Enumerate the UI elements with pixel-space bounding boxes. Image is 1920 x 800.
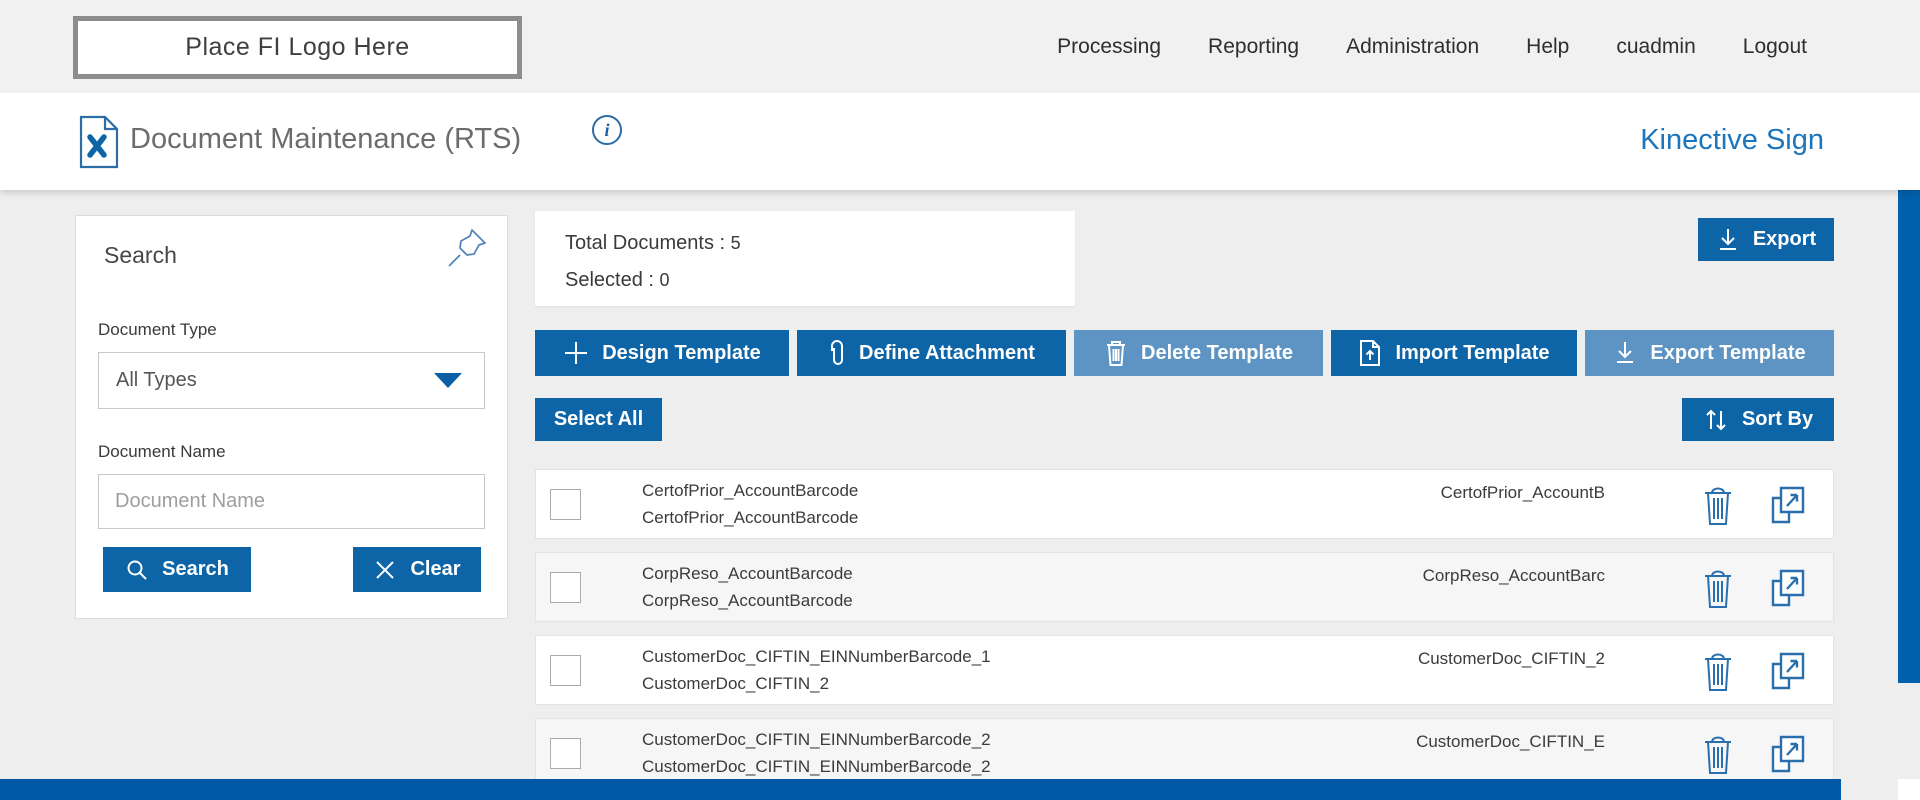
row-checkbox[interactable] xyxy=(550,655,581,686)
selected-line: Selected : 0 xyxy=(565,269,670,292)
row-open-icon[interactable] xyxy=(1765,648,1809,692)
pin-icon[interactable] xyxy=(443,224,491,272)
export-template-button[interactable]: Export Template xyxy=(1585,330,1834,376)
nav-item-cuadmin[interactable]: cuadmin xyxy=(1616,34,1696,58)
search-panel: Search Document Type All Types Document … xyxy=(75,215,508,619)
export-template-label: Export Template xyxy=(1650,341,1806,364)
import-template-label: Import Template xyxy=(1395,341,1550,364)
row-open-icon[interactable] xyxy=(1765,565,1809,609)
document-name: CorpReso_AccountBarcode xyxy=(642,564,853,583)
define-attachment-button[interactable]: Define Attachment xyxy=(797,330,1066,376)
selected-value: 0 xyxy=(659,270,670,290)
document-row: CertofPrior_AccountBarcode CertofPrior_A… xyxy=(535,469,1834,539)
row-delete-icon[interactable] xyxy=(1699,649,1737,693)
sort-by-button[interactable]: Sort By xyxy=(1682,398,1834,441)
selected-label: Selected : xyxy=(565,269,660,291)
row-open-icon[interactable] xyxy=(1765,731,1809,775)
design-template-label: Design Template xyxy=(602,341,761,364)
row-open-icon[interactable] xyxy=(1765,482,1809,526)
nav-item-logout[interactable]: Logout xyxy=(1742,34,1807,58)
document-name-label: Document Name xyxy=(98,442,226,461)
total-documents-label: Total Documents : xyxy=(565,232,731,254)
document-short-name: CertofPrior_AccountB xyxy=(1440,483,1605,502)
document-type-selected-value: All Types xyxy=(116,369,197,391)
document-name: CustomerDoc_CIFTIN_EINNumberBarcode_1 xyxy=(642,647,991,666)
export-button-label: Export xyxy=(1752,228,1817,250)
nav-item-administration[interactable]: Administration xyxy=(1346,34,1480,58)
row-delete-icon[interactable] xyxy=(1699,566,1737,610)
total-documents-line: Total Documents : 5 xyxy=(565,232,741,255)
row-delete-icon[interactable] xyxy=(1699,732,1737,776)
nav-item-processing[interactable]: Processing xyxy=(1057,34,1162,58)
document-name: CustomerDoc_CIFTIN_EINNumberBarcode_2 xyxy=(642,730,991,749)
design-template-button[interactable]: Design Template xyxy=(535,330,789,376)
fi-logo-label: Place FI Logo Here xyxy=(185,33,410,61)
brand-title: Kinective Sign xyxy=(1640,124,1824,156)
scrollbar-corner xyxy=(1898,779,1920,800)
document-short-name: CustomerDoc_CIFTIN_E xyxy=(1416,732,1605,751)
scrollbar-thumb[interactable] xyxy=(1898,93,1920,683)
nav-menu: Processing Reporting Administration Help… xyxy=(1057,0,1807,93)
row-delete-icon[interactable] xyxy=(1699,483,1737,527)
document-type-label: Document Type xyxy=(98,320,217,339)
row-checkbox[interactable] xyxy=(550,489,581,520)
row-checkbox[interactable] xyxy=(550,572,581,603)
export-button[interactable]: Export xyxy=(1698,218,1834,261)
top-nav-bar: Place FI Logo Here Processing Reporting … xyxy=(0,0,1920,93)
info-icon[interactable]: i xyxy=(592,115,622,145)
document-type-select[interactable]: All Types xyxy=(98,352,485,409)
document-subname: CorpReso_AccountBarcode xyxy=(642,591,853,610)
chevron-down-icon xyxy=(434,373,462,388)
clear-button-label: Clear xyxy=(410,558,461,580)
nav-item-help[interactable]: Help xyxy=(1526,34,1570,58)
sort-by-label: Sort By xyxy=(1741,408,1814,430)
select-all-label: Select All xyxy=(553,408,644,430)
document-row: CustomerDoc_CIFTIN_EINNumberBarcode_1 Cu… xyxy=(535,635,1834,705)
documents-summary: Total Documents : 5 Selected : 0 xyxy=(535,211,1075,306)
page-header: Document Maintenance (RTS) i Kinective S… xyxy=(0,93,1920,190)
search-panel-title: Search xyxy=(104,242,177,268)
document-name: CertofPrior_AccountBarcode xyxy=(642,481,859,500)
select-all-button[interactable]: Select All xyxy=(535,398,662,441)
document-subname: CustomerDoc_CIFTIN_EINNumberBarcode_2 xyxy=(642,757,991,776)
nav-item-reporting[interactable]: Reporting xyxy=(1208,34,1300,58)
document-row: CustomerDoc_CIFTIN_EINNumberBarcode_2 Cu… xyxy=(535,718,1834,788)
total-documents-value: 5 xyxy=(730,233,741,253)
search-button-label: Search xyxy=(162,558,229,580)
page-title: Document Maintenance (RTS) xyxy=(130,123,522,155)
document-short-name: CorpReso_AccountBarc xyxy=(1422,566,1605,585)
document-subname: CertofPrior_AccountBarcode xyxy=(642,508,859,527)
fi-logo-placeholder: Place FI Logo Here xyxy=(73,16,522,79)
footer-bar xyxy=(0,779,1841,800)
search-button[interactable]: Search xyxy=(103,547,251,592)
delete-template-label: Delete Template xyxy=(1141,341,1293,364)
import-template-button[interactable]: Import Template xyxy=(1331,330,1577,376)
delete-template-button[interactable]: Delete Template xyxy=(1074,330,1323,376)
document-short-name: CustomerDoc_CIFTIN_2 xyxy=(1417,649,1605,668)
document-list: CertofPrior_AccountBarcode CertofPrior_A… xyxy=(535,469,1834,800)
clear-button[interactable]: Clear xyxy=(353,547,481,592)
document-row: CorpReso_AccountBarcode CorpReso_Account… xyxy=(535,552,1834,622)
row-checkbox[interactable] xyxy=(550,738,581,769)
document-name-input[interactable] xyxy=(98,474,485,529)
document-tools-icon xyxy=(76,115,120,174)
document-subname: CustomerDoc_CIFTIN_2 xyxy=(642,674,830,693)
define-attachment-label: Define Attachment xyxy=(859,341,1035,364)
